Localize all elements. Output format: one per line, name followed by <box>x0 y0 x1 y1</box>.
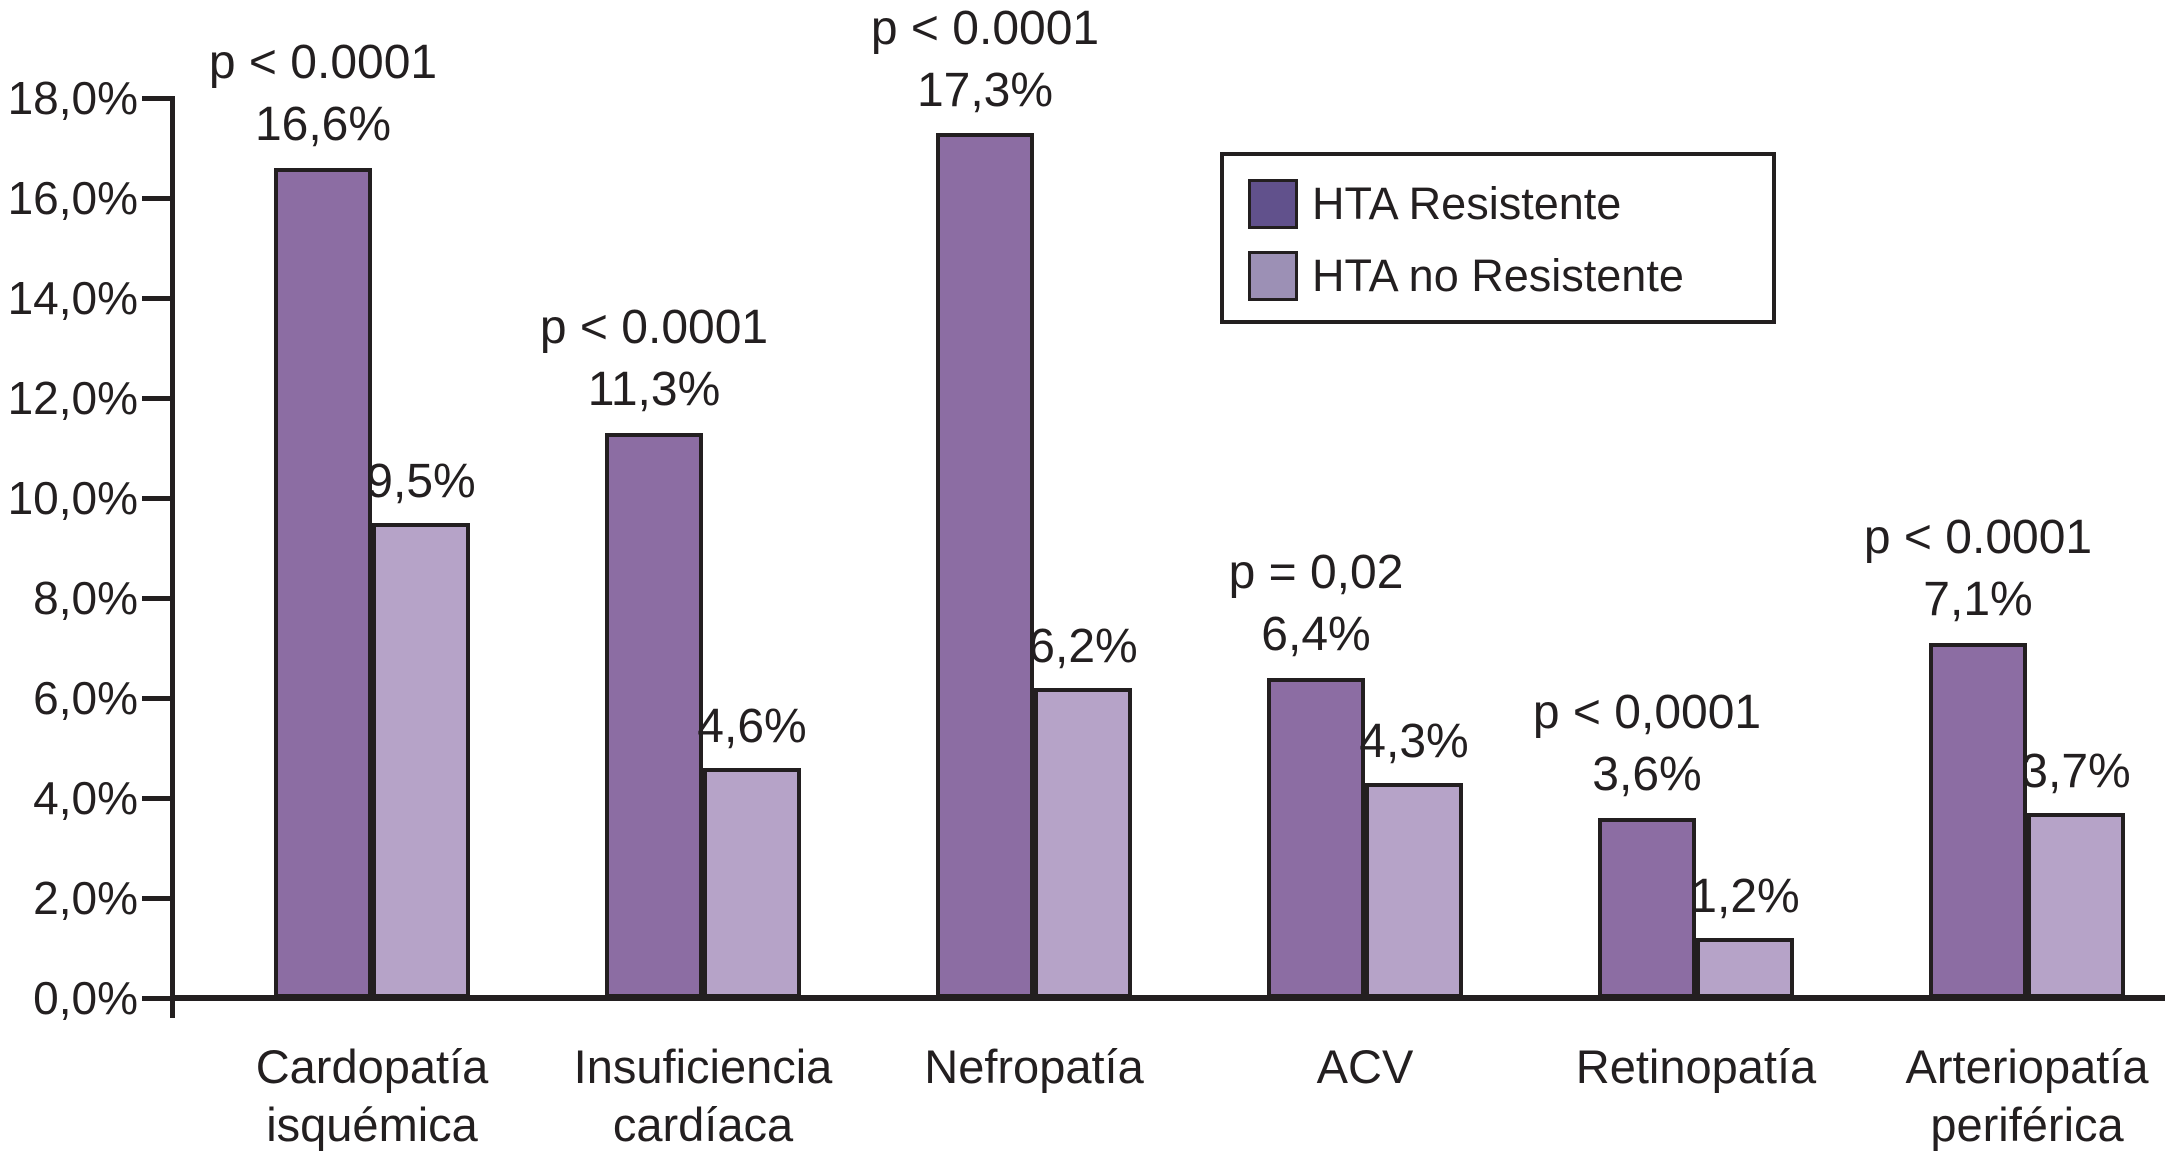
y-axis-tick <box>142 696 170 701</box>
resistente-value-label: 6,4% <box>1261 608 1371 661</box>
legend: HTA Resistente HTA no Resistente <box>1220 152 1776 324</box>
y-axis-tick-label: 16,0% <box>7 172 138 224</box>
p-value-label: p < 0,0001 <box>1532 686 1762 739</box>
no-resistente-value-label: 9,5% <box>366 455 476 508</box>
y-axis-tick <box>142 596 170 601</box>
bar-hta-no-resistente <box>703 768 801 998</box>
y-axis-tick <box>142 896 170 901</box>
p-value-label: p < 0.0001 <box>539 301 769 354</box>
y-axis-tick <box>142 396 170 401</box>
y-axis-tick <box>142 496 170 501</box>
p-value-annotation: p = 0,02 6,4% <box>1096 542 1536 666</box>
no-resistente-value-label: 6,2% <box>1028 620 1138 673</box>
category-label: Cardopatía isquémica <box>182 1038 562 1154</box>
category-label-line: Arteriopatía <box>1905 1040 2149 1093</box>
y-axis-line <box>170 96 175 1018</box>
bar-hta-resistente <box>1267 678 1365 998</box>
p-value-annotation: p < 0,0001 3,6% <box>1427 682 1867 806</box>
category-label-line: Retinopatía <box>1575 1040 1817 1093</box>
legend-entry: HTA Resistente <box>1248 178 1621 230</box>
category-label: Arteriopatía periférica <box>1837 1038 2165 1154</box>
y-axis-tick-label: 2,0% <box>33 872 138 924</box>
bar-hta-resistente <box>936 133 1034 998</box>
y-axis-tick-label: 12,0% <box>7 372 138 424</box>
y-axis-tick-label: 18,0% <box>7 72 138 124</box>
category-label: Nefropatía <box>844 1038 1224 1096</box>
legend-swatch-icon <box>1248 251 1298 301</box>
p-value-label: p < 0.0001 <box>870 2 1100 55</box>
y-axis-tick-label: 10,0% <box>7 472 138 524</box>
category-label: ACV <box>1175 1038 1555 1096</box>
p-value-label: p < 0.0001 <box>208 36 438 89</box>
y-axis-tick-label: 14,0% <box>7 272 138 324</box>
category-label-line: Nefropatía <box>924 1040 1144 1093</box>
bar-hta-no-resistente <box>1034 688 1132 998</box>
no-resistente-value-label: 3,7% <box>2021 745 2131 798</box>
p-value-label: p < 0.0001 <box>1863 511 2093 564</box>
bar-hta-resistente <box>605 433 703 998</box>
p-value-annotation: p < 0.0001 17,3% <box>765 0 1205 122</box>
category-label-line: ACV <box>1316 1040 1414 1093</box>
category-label: Insuficiencia cardíaca <box>513 1038 893 1154</box>
no-resistente-value-label: 4,3% <box>1359 715 1469 768</box>
bar-hta-no-resistente <box>1365 783 1463 998</box>
bar-hta-no-resistente <box>372 523 470 998</box>
legend-entry: HTA no Resistente <box>1248 250 1684 302</box>
bar-hta-no-resistente <box>1696 938 1794 998</box>
x-axis-line <box>170 995 2165 1001</box>
no-resistente-value-label: 4,6% <box>697 700 807 753</box>
y-axis-tick-label: 0,0% <box>33 972 138 1024</box>
y-axis-tick-label: 4,0% <box>33 772 138 824</box>
resistente-value-label: 16,6% <box>254 98 392 151</box>
y-axis-tick <box>142 96 170 101</box>
y-axis-tick <box>142 996 170 1001</box>
category-label-line: cardíaca <box>612 1098 794 1151</box>
p-value-annotation: p < 0.0001 11,3% <box>434 297 874 421</box>
legend-swatch-icon <box>1248 179 1298 229</box>
y-axis-tick-label: 6,0% <box>33 672 138 724</box>
category-label-line: Cardopatía <box>255 1040 489 1093</box>
y-axis-tick <box>142 796 170 801</box>
p-value-annotation: p < 0.0001 16,6% <box>103 32 543 156</box>
bar-hta-no-resistente <box>2027 813 2125 998</box>
no-resistente-value-label: 1,2% <box>1690 870 1800 923</box>
legend-entry-label: HTA no Resistente <box>1312 250 1684 301</box>
y-axis-tick <box>142 196 170 201</box>
bar-hta-resistente <box>1929 643 2027 998</box>
category-label-line: periférica <box>1930 1098 2124 1151</box>
resistente-value-label: 11,3% <box>587 363 721 416</box>
y-axis-tick <box>142 296 170 301</box>
resistente-value-label: 7,1% <box>1923 573 2033 626</box>
p-value-annotation: p < 0.0001 7,1% <box>1758 507 2165 631</box>
category-label-line: Insuficiencia <box>573 1040 833 1093</box>
resistente-value-label: 17,3% <box>916 64 1054 117</box>
resistente-value-label: 3,6% <box>1592 748 1702 801</box>
category-label-line: isquémica <box>266 1098 478 1151</box>
legend-entry-label: HTA Resistente <box>1312 178 1622 229</box>
bar-hta-resistente <box>274 168 372 998</box>
category-label: Retinopatía <box>1506 1038 1886 1096</box>
p-value-label: p = 0,02 <box>1228 546 1404 599</box>
y-axis-tick-label: 8,0% <box>33 572 138 624</box>
